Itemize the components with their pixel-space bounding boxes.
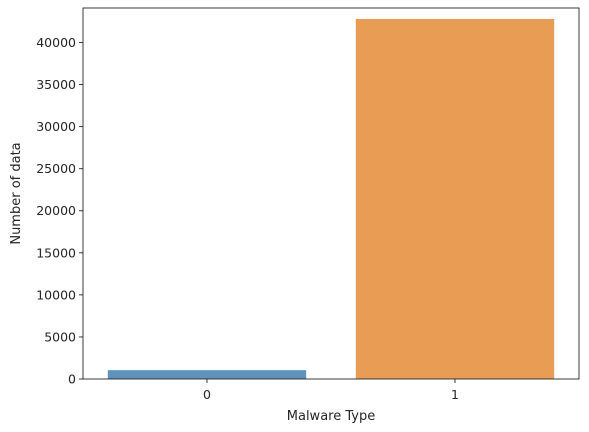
plot-frame — [82, 7, 580, 380]
y-tick-label: 20000 — [36, 203, 76, 218]
y-tick-label: 15000 — [36, 245, 76, 260]
x-tick-label: 0 — [203, 387, 211, 402]
bar-0 — [107, 370, 307, 379]
y-axis-label: Number of data — [9, 142, 24, 244]
y-tick-label: 30000 — [36, 119, 76, 134]
bar-series — [107, 18, 555, 379]
y-tick-label: 25000 — [36, 161, 76, 176]
y-tick-label: 0 — [68, 372, 76, 387]
y-tick-label: 40000 — [36, 35, 76, 50]
x-tick-label: 1 — [451, 387, 459, 402]
y-axis-ticks: 0 5000 10000 15000 20000 25000 30000 35000 40000 — [36, 35, 83, 387]
y-tick-label: 35000 — [36, 77, 76, 92]
x-axis-label: Malware Type — [287, 409, 375, 424]
bar-1 — [355, 18, 555, 379]
y-tick-label: 10000 — [36, 287, 76, 302]
y-tick-label: 5000 — [44, 329, 76, 344]
